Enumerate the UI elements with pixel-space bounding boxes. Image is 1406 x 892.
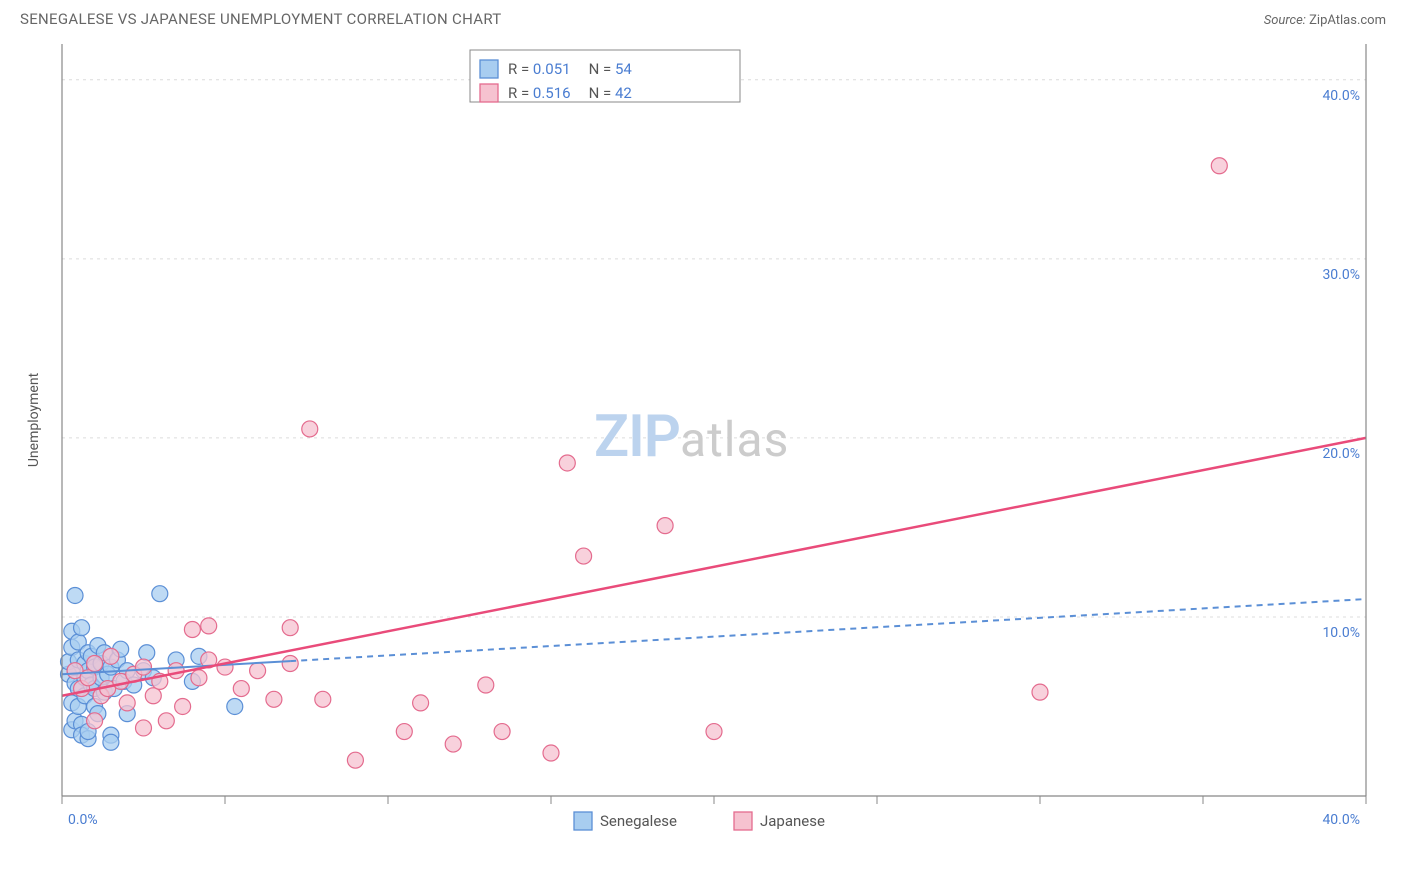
y-tick-label: 20.0% <box>1322 446 1360 462</box>
scatter-point <box>227 698 243 714</box>
scatter-point <box>233 681 249 697</box>
scatter-point <box>494 724 510 740</box>
x-tick-label: 40.0% <box>1322 812 1360 828</box>
source-label: Source: <box>1264 13 1306 28</box>
scatter-point <box>543 745 559 761</box>
y-tick-label: 40.0% <box>1322 88 1360 104</box>
legend-swatch <box>734 812 752 830</box>
scatter-point <box>266 691 282 707</box>
scatter-point <box>103 648 119 664</box>
scatter-point <box>191 670 207 686</box>
scatter-point <box>175 698 191 714</box>
legend-row: R = 0.051N = 54 <box>508 60 632 78</box>
scatter-point <box>1032 684 1048 700</box>
scatter-point <box>152 586 168 602</box>
source-value: ZipAtlas.com <box>1309 13 1386 28</box>
scatter-point <box>145 688 161 704</box>
scatter-point <box>158 713 174 729</box>
scatter-point <box>396 724 412 740</box>
scatter-point <box>136 720 152 736</box>
scatter-point <box>103 734 119 750</box>
y-tick-label: 30.0% <box>1322 267 1360 283</box>
scatter-point <box>657 518 673 534</box>
legend-swatch <box>480 60 498 78</box>
scatter-point <box>119 695 135 711</box>
scatter-point <box>347 752 363 768</box>
scatter-point <box>87 713 103 729</box>
scatter-point <box>139 645 155 661</box>
legend-label: Senegalese <box>600 812 677 830</box>
scatter-point <box>315 691 331 707</box>
trend-line <box>62 438 1366 696</box>
scatter-point <box>282 620 298 636</box>
scatter-point <box>478 677 494 693</box>
scatter-point <box>87 656 103 672</box>
trend-line-dashed <box>290 599 1366 661</box>
scatter-point <box>168 663 184 679</box>
scatter-point <box>250 663 266 679</box>
x-tick-label: 0.0% <box>68 812 98 828</box>
scatter-point <box>413 695 429 711</box>
chart-title: SENEGALESE VS JAPANESE UNEMPLOYMENT CORR… <box>20 10 502 28</box>
scatter-point <box>445 736 461 752</box>
watermark: ZIPatlas <box>594 403 789 471</box>
scatter-point <box>559 455 575 471</box>
source-attribution: Source: ZipAtlas.com <box>1264 13 1386 28</box>
scatter-point <box>706 724 722 740</box>
legend-swatch <box>480 84 498 102</box>
scatter-point <box>67 587 83 603</box>
scatter-point <box>302 421 318 437</box>
scatter-point <box>1211 158 1227 174</box>
scatter-point <box>282 656 298 672</box>
y-axis-label: Unemployment <box>26 372 42 467</box>
correlation-scatter-chart: ZIPatlas 0.0% 40.0% 10.0% 20.0% 30.0% 40.0% Une… <box>20 36 1386 851</box>
legend-row: R = 0.516N = 42 <box>508 84 632 102</box>
legend-label: Japanese <box>760 812 825 830</box>
scatter-point <box>74 620 90 636</box>
scatter-point <box>576 548 592 564</box>
scatter-point <box>184 621 200 637</box>
y-tick-label: 10.0% <box>1322 625 1360 641</box>
legend-swatch <box>574 812 592 830</box>
scatter-point <box>136 659 152 675</box>
scatter-point <box>201 618 217 634</box>
